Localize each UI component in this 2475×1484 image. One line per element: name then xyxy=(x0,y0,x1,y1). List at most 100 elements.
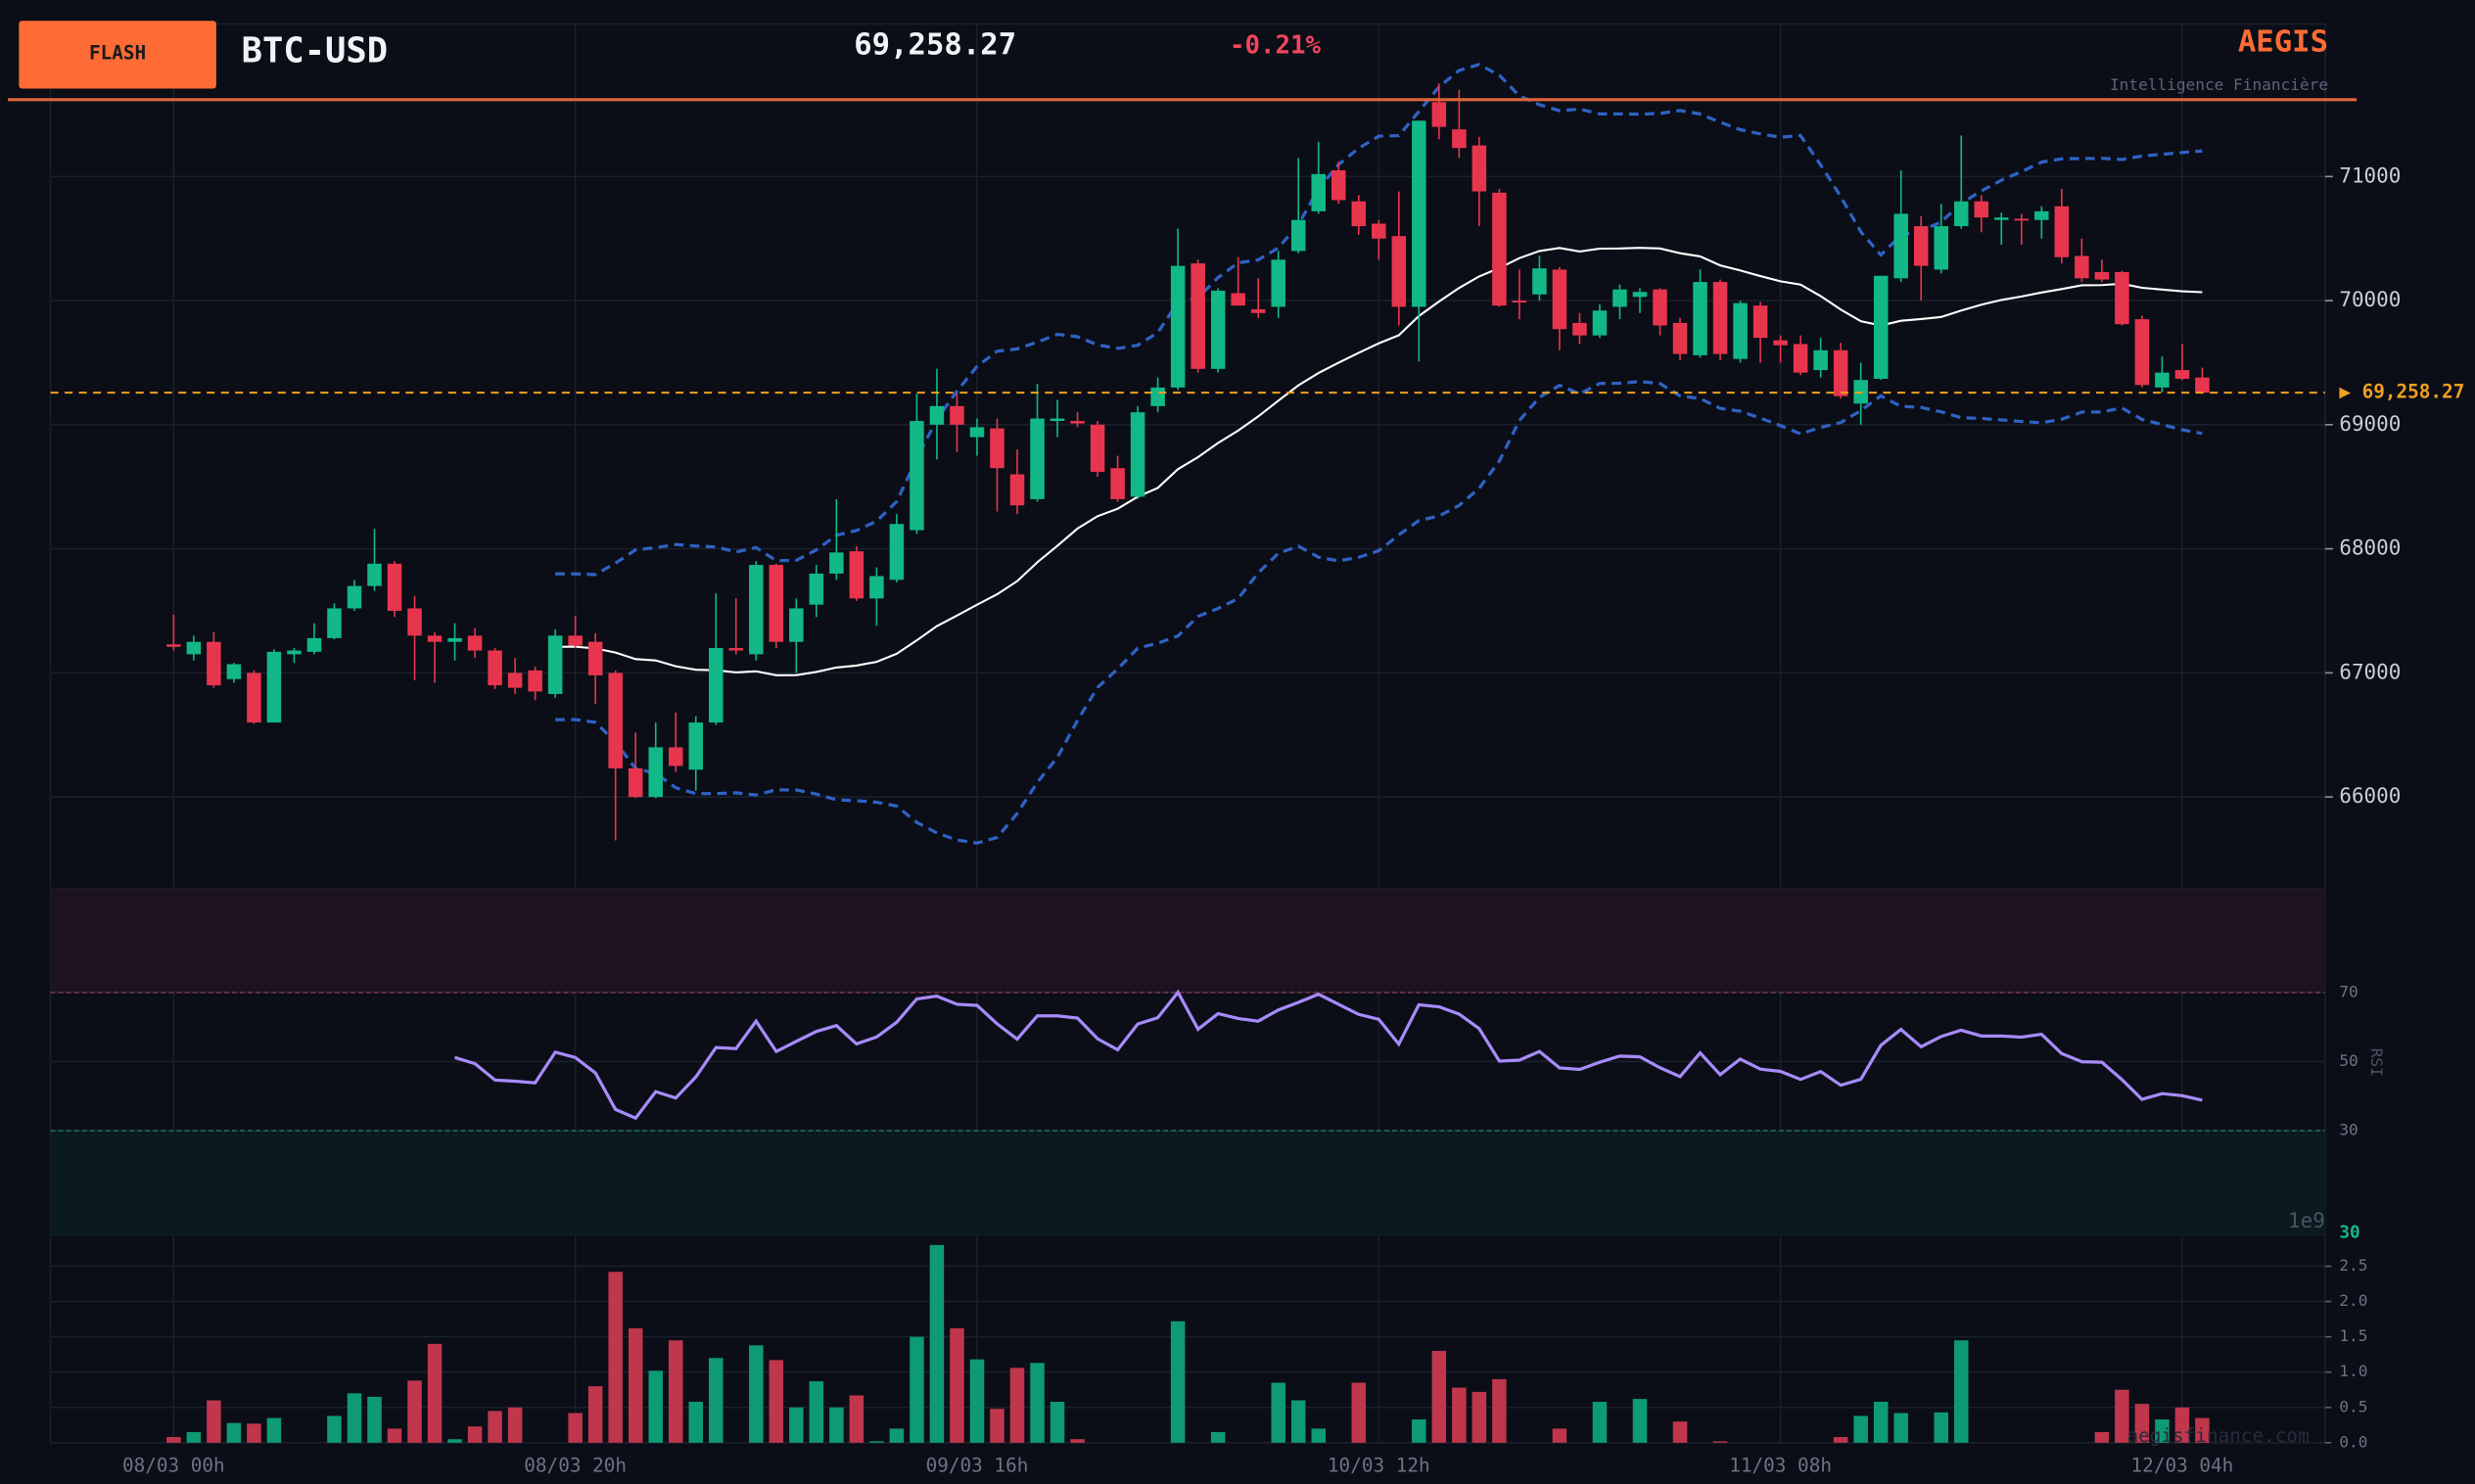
volume-bar xyxy=(327,1415,342,1443)
candle-body xyxy=(1271,259,1285,307)
rsi-tick-label: 70 xyxy=(2339,982,2358,1000)
volume-bar xyxy=(2155,1419,2170,1443)
x-tick-label: 11/03 08h xyxy=(1729,1455,1832,1477)
candle-body xyxy=(849,551,864,599)
badge-text: FLASH xyxy=(89,42,146,65)
volume-bar xyxy=(1833,1437,1848,1443)
volume-bar xyxy=(829,1407,844,1443)
candle-body xyxy=(287,650,302,655)
candle-body xyxy=(1773,340,1788,346)
candle-body xyxy=(1009,474,1025,506)
candle-body xyxy=(507,672,523,688)
volume-bar xyxy=(347,1393,362,1443)
volume-bar xyxy=(488,1411,502,1443)
candle-body xyxy=(1813,349,1828,371)
candle-body xyxy=(889,524,905,580)
candle-body xyxy=(568,635,583,646)
candle-body xyxy=(608,672,623,768)
oversold-zone xyxy=(50,1131,2325,1235)
candle-body xyxy=(1050,418,1065,422)
volume-bar xyxy=(1351,1382,1367,1443)
volume-bar xyxy=(427,1343,443,1443)
volume-bar xyxy=(1170,1321,1186,1443)
candle-body xyxy=(1150,387,1165,406)
candle-body xyxy=(407,608,422,636)
volume-bar xyxy=(1632,1399,1648,1443)
candle-body xyxy=(1431,102,1447,127)
candle-body xyxy=(1532,268,1547,295)
candle-body xyxy=(528,670,542,692)
candle-body xyxy=(467,635,483,651)
volume-bar xyxy=(2134,1404,2150,1443)
volume-bar xyxy=(1290,1400,1306,1443)
candle-body xyxy=(1833,349,1848,396)
volume-bar xyxy=(1452,1387,1467,1443)
y-tick-label: 66000 xyxy=(2339,784,2401,808)
volume-bar xyxy=(1934,1412,1948,1443)
candle-body xyxy=(1572,322,1587,336)
volume-tick-label: 1.0 xyxy=(2339,1362,2367,1380)
volume-bar xyxy=(247,1423,261,1443)
candle-body xyxy=(1391,236,1407,307)
candle-body xyxy=(1231,293,1245,306)
candle-body xyxy=(1492,192,1507,306)
volume-bar xyxy=(628,1327,643,1443)
candle-body xyxy=(1471,145,1487,192)
rsi-tick-label: 50 xyxy=(2339,1051,2358,1070)
volume-bar xyxy=(1672,1421,1688,1443)
volume-bar xyxy=(2094,1432,2110,1443)
x-tick-label: 08/03 00h xyxy=(122,1455,225,1477)
volume-bar xyxy=(950,1327,964,1443)
candle-body xyxy=(990,428,1004,469)
candle-body xyxy=(1250,308,1266,313)
candle-body xyxy=(1752,305,1768,339)
candle-body xyxy=(2115,271,2129,325)
candle-body xyxy=(1372,223,1386,239)
x-tick-label: 09/03 16h xyxy=(926,1455,1029,1477)
candle-body xyxy=(347,585,362,609)
bb-upper xyxy=(555,63,2203,577)
symbol: BTC-USD xyxy=(242,30,388,70)
candle-body xyxy=(1331,170,1346,201)
candle-body xyxy=(1653,289,1667,326)
candle-body xyxy=(2155,372,2170,388)
volume-bar xyxy=(407,1380,422,1443)
candle-body xyxy=(226,664,242,679)
sma-line xyxy=(555,247,2203,676)
y-tick-label: 69000 xyxy=(2339,412,2401,436)
y-tick-label: 70000 xyxy=(2339,288,2401,311)
candle-body xyxy=(1512,301,1527,303)
y-tick-label: 68000 xyxy=(2339,536,2401,560)
candle-body xyxy=(1974,201,1989,218)
volume-bar xyxy=(1412,1419,1426,1443)
volume-bar xyxy=(849,1395,864,1443)
candle-body xyxy=(1873,275,1889,379)
volume-bar xyxy=(1853,1415,1868,1443)
watermark: aegisfinance.com xyxy=(2127,1424,2310,1447)
candle-body xyxy=(829,552,844,574)
volume-tick-label: 2.0 xyxy=(2339,1291,2367,1310)
volume-bar xyxy=(2115,1389,2129,1443)
volume-bar xyxy=(1873,1401,1889,1443)
candle-body xyxy=(1913,226,1929,266)
y-tick-label: 67000 xyxy=(2339,660,2401,683)
candle-body xyxy=(166,644,181,647)
candle-body xyxy=(1994,217,2009,220)
volume-bar xyxy=(1552,1428,1567,1443)
candle-body xyxy=(1452,129,1467,149)
candle-body xyxy=(688,722,704,770)
volume-bar xyxy=(869,1441,884,1443)
candle-body xyxy=(950,405,964,425)
volume-bar xyxy=(1492,1378,1507,1443)
candle-body xyxy=(306,637,322,652)
candle-body xyxy=(1632,292,1648,298)
candle-body xyxy=(2054,206,2070,257)
candle-body xyxy=(2014,218,2030,221)
bb-lower xyxy=(555,380,2203,845)
candle-body xyxy=(1090,424,1105,473)
candle-body xyxy=(2195,377,2210,394)
volume-bar xyxy=(789,1407,804,1443)
volume-bar xyxy=(1070,1439,1085,1443)
volume-bar xyxy=(1271,1382,1285,1443)
